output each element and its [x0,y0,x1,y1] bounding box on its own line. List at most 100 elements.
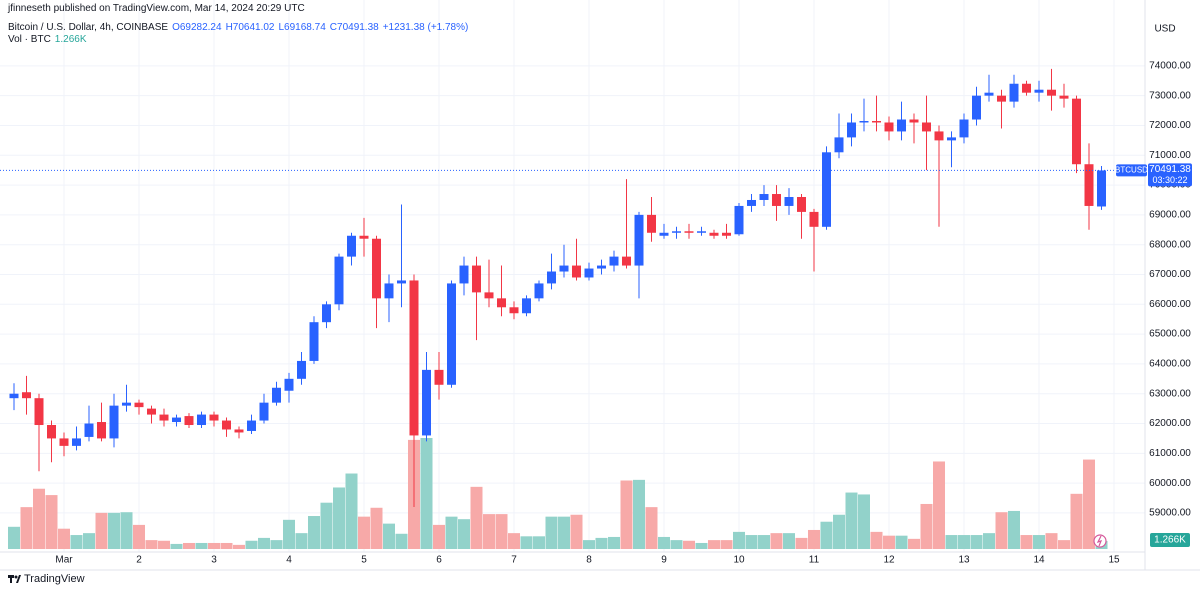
volume-bar [820,521,833,549]
candle-body [559,265,569,272]
volume-bar [120,512,133,549]
x-tick-label: 8 [586,555,592,566]
symbol-tag-label: BTCUSD [1115,166,1148,175]
volume-box-label: 1.266K [1154,535,1186,546]
volume-bar [895,535,908,549]
volume-bar [645,507,658,549]
x-tick-label: Mar [55,555,73,566]
candle-body [884,122,894,132]
legend-high: H70641.02 [225,22,275,33]
volume-bar [8,526,20,549]
y-tick-label: 69000.00 [1149,210,1191,221]
y-tick-label: 66000.00 [1149,299,1191,310]
volume-title: Vol · BTC [8,34,51,45]
volume-value: 1.266K [54,34,87,45]
candle-body [584,268,594,278]
candle-body [847,122,856,138]
candle-body [647,214,656,233]
volume-bar [420,438,433,549]
x-tick-label: 2 [136,555,142,566]
volume-bar [495,514,508,549]
candle-body [547,271,556,284]
footer-brand: TradingView [24,573,85,585]
candle-body [684,231,694,233]
candle-body [659,232,669,236]
volume-bar [870,531,883,549]
volume-bar [633,479,645,549]
candle-body [309,322,319,361]
candle-body [1034,89,1044,93]
event-icon [1093,534,1107,548]
grid [0,0,1145,552]
legend-close: C70491.38 [329,22,379,33]
candle-body [672,231,681,233]
candle-body [472,265,481,293]
candle-body [447,283,456,385]
y-tick-label: 72000.00 [1149,120,1191,131]
volume-bar [170,543,183,549]
candle-body [122,402,131,406]
y-tick-label: 67000.00 [1149,269,1191,280]
y-tick-label: 59000.00 [1149,508,1191,519]
candle-body [47,425,56,439]
volume-bar [658,536,670,549]
volume-bar [570,514,583,549]
last-price-box [1148,163,1192,187]
candle-body [172,417,181,423]
volume-bar [995,512,1008,549]
x-tick-label: 9 [661,555,667,566]
candle-body [834,137,844,153]
volume-bar [333,487,345,549]
y-tick-label: 68000.00 [1149,239,1191,250]
volume-bar [358,516,370,549]
candle-body [409,280,419,436]
volume-bar [620,480,633,549]
candle-body [159,414,169,421]
volume-bar [370,507,383,549]
candle-body [84,423,94,437]
candle-body [572,265,581,278]
candle-body [534,283,544,299]
candle-body [109,405,119,439]
candle-body [1009,83,1019,102]
candle-body [972,95,981,120]
candle-body [97,422,106,439]
x-tick-label: 7 [511,555,517,566]
volume-bar [970,535,983,549]
candle-body [484,292,494,299]
volume-bar [483,514,495,549]
candle-body [797,197,806,212]
candle-body [747,199,756,206]
volume-bar [33,488,45,549]
last-price-label: 70491.38 [1149,164,1191,175]
volume-bar [583,540,595,549]
candle-body [247,420,256,431]
x-tick-label: 4 [286,555,292,566]
candle-body [872,121,881,123]
volume-bar [1070,493,1083,549]
candle-body [22,392,31,399]
volume-bar [45,495,58,549]
candle-body [422,369,431,436]
candle-body [509,307,519,314]
volume-bar [508,533,520,549]
x-tick-label: 5 [361,555,367,566]
volume-bar [433,524,445,549]
volume-bar [445,516,458,549]
y-tick-label: 65000.00 [1149,329,1191,340]
volume-bar [395,533,408,549]
candle-body [284,378,294,391]
volume-bar [545,516,558,549]
candle-body [859,121,869,123]
candle-body [997,95,1006,102]
y-tick-label: 74000.00 [1149,61,1191,72]
candle-body [272,387,281,403]
candle-body [347,235,356,257]
volume-bar [733,531,745,549]
candle-body [984,92,994,96]
legend-low: L69168.74 [278,22,326,33]
candle-body [184,416,194,426]
candle-body [709,232,719,236]
volume-bar [520,536,533,549]
